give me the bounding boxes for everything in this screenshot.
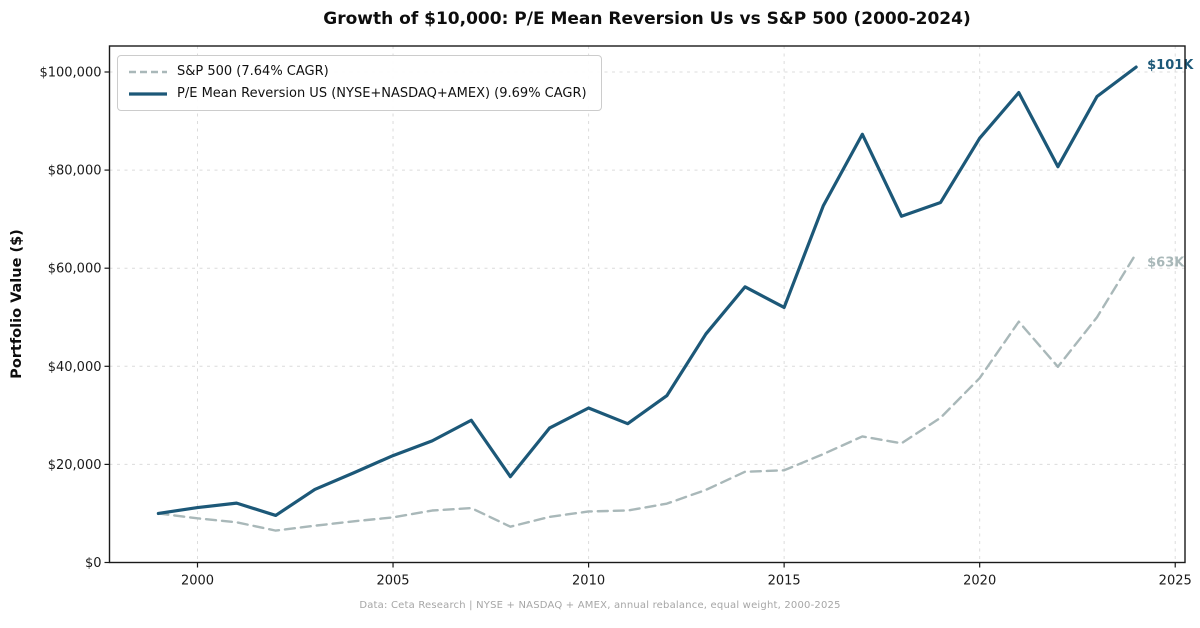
legend-item-sp500: S&P 500 (7.64% CAGR) <box>128 64 587 79</box>
x-tick-label: 2005 <box>376 574 409 589</box>
dashed-line-icon <box>129 70 167 73</box>
footer-caption: Data: Ceta Research | NYSE + NASDAQ + AM… <box>359 600 841 611</box>
sp500-end-label: $63K <box>1147 255 1185 270</box>
y-tick-label: $100,000 <box>39 65 101 80</box>
y-tick-label: $40,000 <box>48 360 102 375</box>
y-tick-label: $0 <box>85 556 102 571</box>
x-tick-label: 2020 <box>963 574 996 589</box>
strategy-end-label: $101K <box>1147 58 1194 73</box>
solid-line-icon <box>129 91 167 96</box>
y-tick-label: $80,000 <box>48 164 102 179</box>
legend: S&P 500 (7.64% CAGR) P/E Mean Reversion … <box>117 55 602 111</box>
sp500-line <box>157 252 1138 532</box>
strategy-line <box>156 65 1138 518</box>
legend-item-strategy: P/E Mean Reversion US (NYSE+NASDAQ+AMEX)… <box>128 86 587 101</box>
chart-title: Growth of $10,000: P/E Mean Reversion Us… <box>323 9 971 29</box>
x-tick-label: 2025 <box>1159 574 1192 589</box>
y-tick-label: $20,000 <box>48 458 102 473</box>
x-tick-label: 2010 <box>572 574 605 589</box>
legend-label-sp500: S&P 500 (7.64% CAGR) <box>177 64 329 79</box>
plot-border <box>108 45 1186 564</box>
x-tick-label: 2000 <box>181 574 214 589</box>
legend-label-strategy: P/E Mean Reversion US (NYSE+NASDAQ+AMEX)… <box>177 86 587 101</box>
y-tick-label: $60,000 <box>48 262 102 277</box>
x-tick-label: 2015 <box>768 574 801 589</box>
